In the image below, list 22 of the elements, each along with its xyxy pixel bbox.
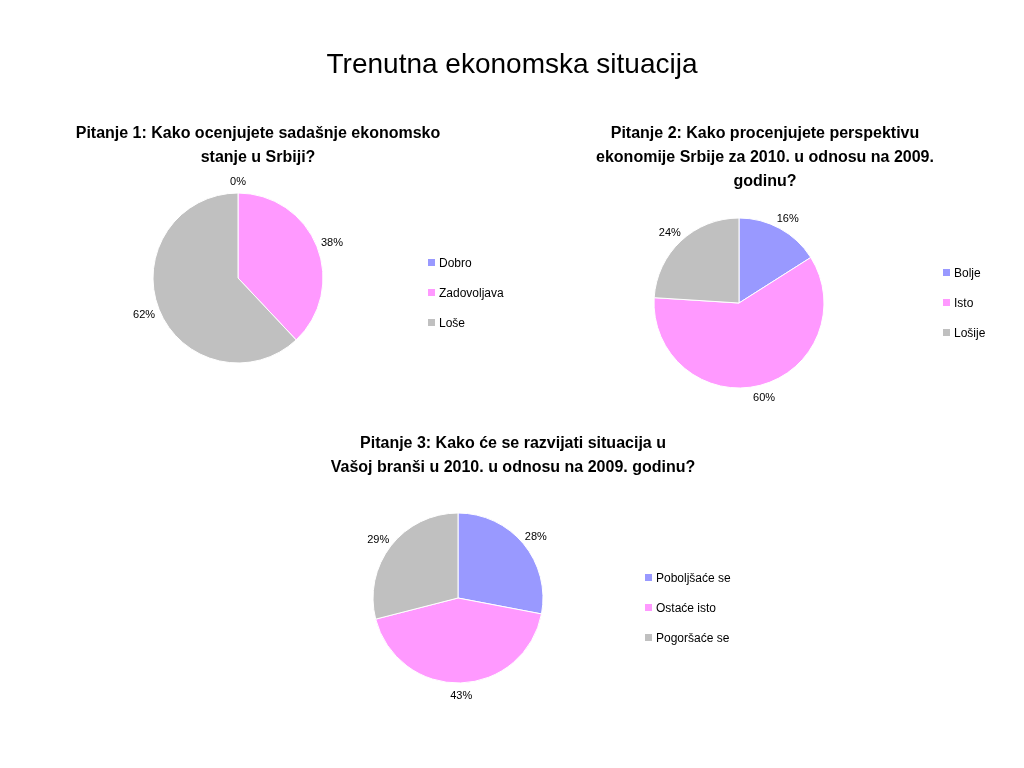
data-label: 28%: [524, 530, 548, 543]
data-label: 62%: [133, 307, 156, 320]
legend-label: Pogoršaće se: [656, 631, 730, 645]
data-label: 38%: [320, 236, 344, 249]
chart-title: Pitanje 2: Kako procenjujete perspektivu ekonomije Srbije za 2010. u odnosu na 2009. godinu?: [596, 124, 934, 189]
legend-label: Isto: [954, 296, 974, 310]
legend-label: Dobro: [439, 256, 473, 270]
data-label: 43%: [450, 688, 473, 701]
legend-label: Ostaće isto: [656, 601, 717, 615]
legend-label: Lošije: [954, 326, 986, 340]
text: Trenutna ekonomska situacija: [326, 48, 698, 79]
legend-label: Loše: [439, 316, 466, 330]
data-label: 29%: [367, 532, 390, 545]
legend-label: Bolje: [954, 266, 982, 280]
data-label: 60%: [753, 390, 776, 403]
chart-title: Pitanje 3: Kako će se razvijati situacija u Vašoj branši u 2010. u odnosu na 2009. godinu?: [330, 434, 696, 475]
text: 0%: [230, 175, 246, 187]
data-label: 16%: [776, 212, 799, 224]
data-label: 24%: [658, 226, 682, 239]
legend-label: Zadovoljava: [439, 286, 505, 300]
chart-title: Pitanje 1: Kako ocenjujete sadašnje ekonomsko stanje u Srbiji?: [75, 124, 441, 165]
legend-label: Poboljšaće se: [656, 571, 732, 585]
